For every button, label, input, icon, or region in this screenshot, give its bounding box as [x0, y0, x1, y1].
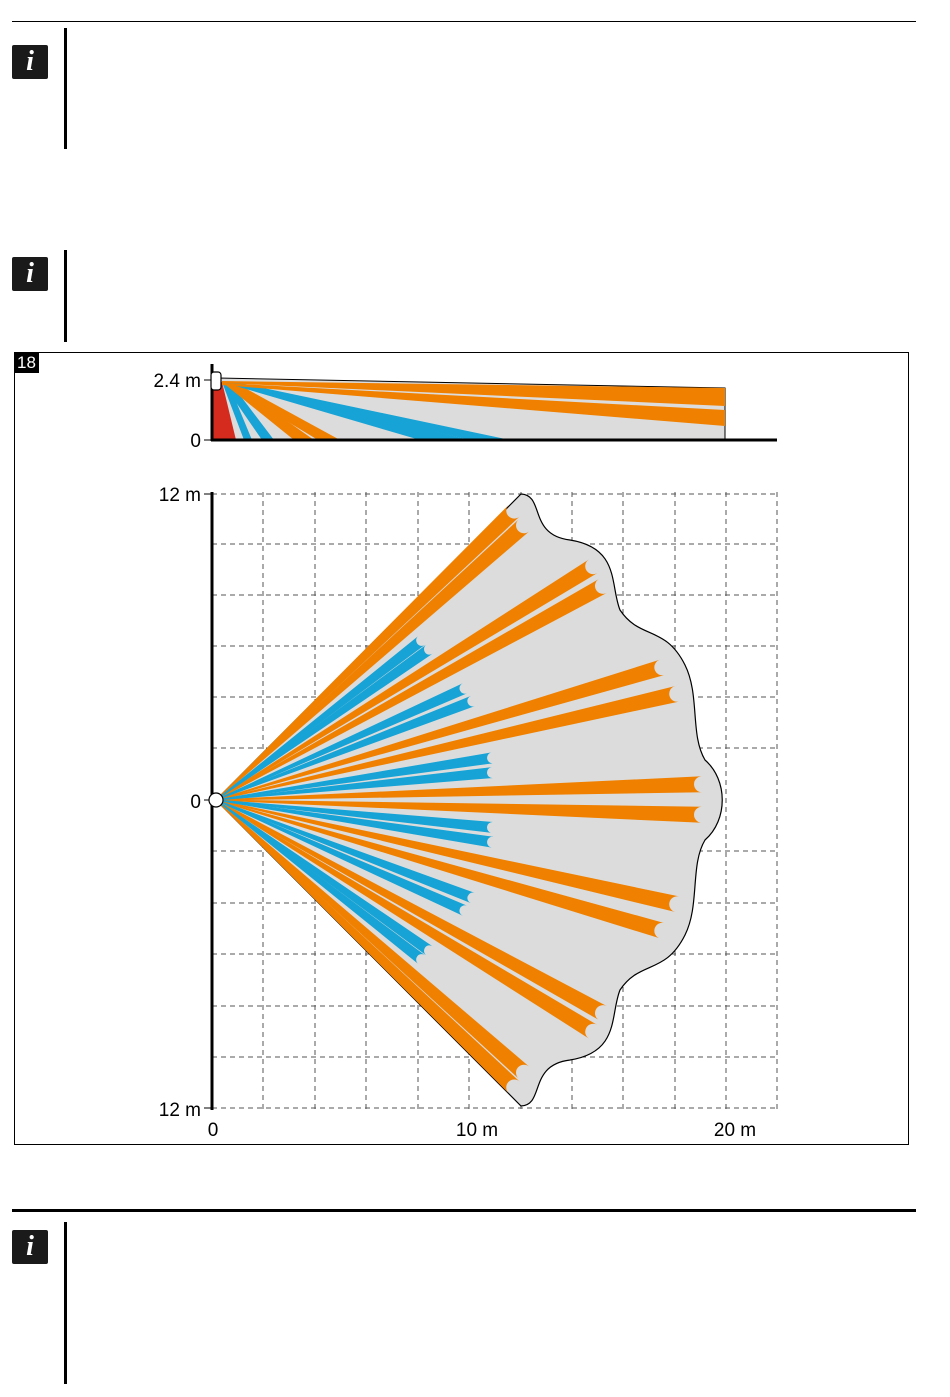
figure-number: 18 [14, 352, 39, 373]
long-range-beam [215, 799, 703, 823]
side-beam [222, 381, 725, 406]
long-range-beam [215, 799, 607, 1021]
side-view: 2.4 m 0 [153, 364, 777, 452]
side-y-label-bottom: 0 [190, 431, 201, 452]
note-bar [64, 1222, 67, 1384]
short-range-beam [215, 752, 494, 801]
section-rule [12, 1209, 916, 1212]
short-range-beam [215, 799, 494, 833]
info-icon: i [12, 1230, 48, 1264]
detector-icon [210, 371, 222, 391]
x-label-10: 10 m [456, 1120, 498, 1141]
side-beam [222, 382, 314, 440]
long-range-beam [215, 799, 598, 1039]
long-range-beam [215, 659, 665, 801]
long-range-beam [215, 799, 520, 1094]
side-beam [222, 382, 274, 440]
beam-group [215, 504, 703, 1094]
short-range-beam [215, 695, 475, 801]
short-range-beam [215, 644, 433, 801]
top-view: 12 m 0 12 m 0 10 m 20 m [159, 485, 778, 1141]
note-bar [64, 250, 67, 342]
long-range-beam [215, 685, 679, 801]
top-y-label-bottom: 12 m [159, 1100, 201, 1121]
side-beam [222, 383, 725, 426]
short-range-beam [215, 683, 468, 801]
creep-zone [212, 382, 236, 440]
side-y-label-top: 2.4 m [153, 371, 201, 392]
short-range-beam [215, 767, 494, 801]
side-beam [222, 382, 510, 440]
short-range-beam [215, 799, 433, 956]
long-range-beam [215, 776, 703, 801]
short-range-beam [215, 799, 426, 964]
long-range-beam [215, 799, 530, 1079]
long-range-beam [215, 504, 520, 801]
short-range-beam [215, 799, 468, 916]
long-range-beam [215, 519, 530, 801]
long-range-beam [215, 559, 598, 801]
info-icon: i [12, 257, 48, 291]
detector-icon [208, 792, 224, 808]
long-range-beam [215, 578, 607, 801]
short-range-beam [215, 799, 475, 904]
top-y-label-top: 12 m [159, 485, 201, 506]
side-beam [222, 382, 252, 440]
long-range-beam [215, 799, 665, 939]
side-beam [222, 382, 340, 440]
x-label-0: 0 [208, 1120, 219, 1141]
figure-frame [14, 352, 909, 1145]
top-rule [12, 21, 916, 22]
long-range-beam [215, 799, 679, 913]
note-bar [64, 28, 67, 149]
top-coverage-area [215, 493, 723, 1107]
x-label-20: 20 m [714, 1120, 756, 1141]
top-y-label-center: 0 [190, 792, 201, 813]
info-icon: i [12, 45, 48, 79]
short-range-beam [215, 799, 494, 848]
short-range-beam [215, 636, 426, 801]
